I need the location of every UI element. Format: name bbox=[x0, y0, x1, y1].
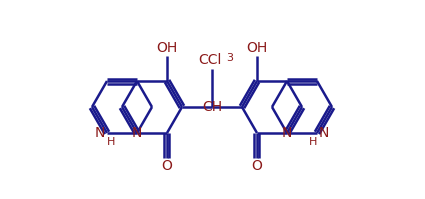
Text: CH: CH bbox=[202, 100, 222, 114]
Text: N: N bbox=[319, 126, 329, 140]
Text: OH: OH bbox=[246, 41, 268, 55]
Text: H: H bbox=[309, 137, 317, 147]
Text: N: N bbox=[132, 126, 142, 140]
Text: CCl: CCl bbox=[198, 53, 222, 67]
Text: O: O bbox=[252, 159, 262, 173]
Text: O: O bbox=[162, 159, 173, 173]
Text: N: N bbox=[95, 126, 105, 140]
Text: OH: OH bbox=[156, 41, 178, 55]
Text: H: H bbox=[107, 137, 115, 147]
Text: 3: 3 bbox=[226, 53, 233, 63]
Text: N: N bbox=[282, 126, 292, 140]
